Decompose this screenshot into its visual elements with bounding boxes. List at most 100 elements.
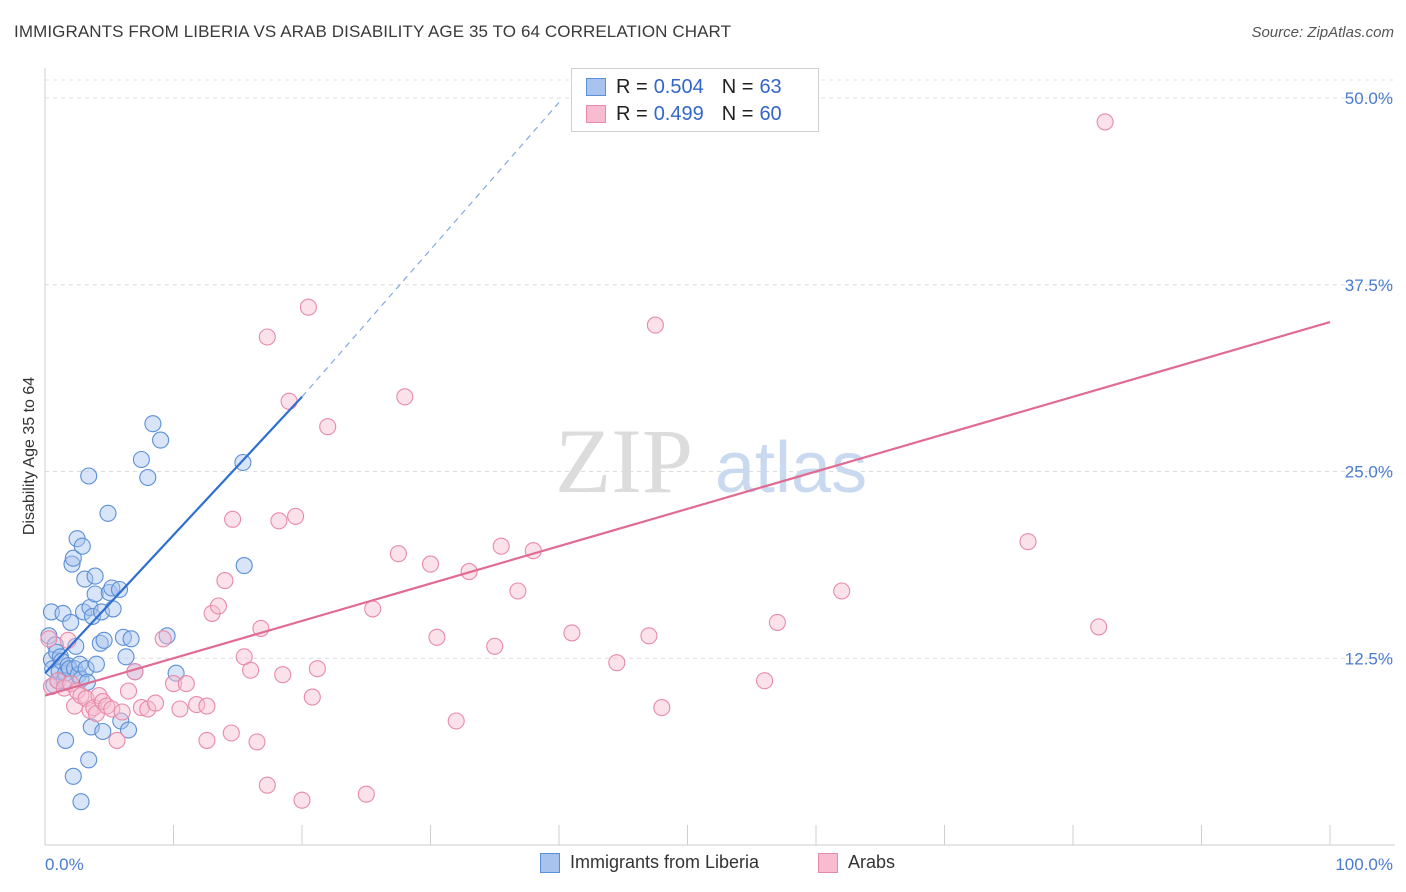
trend-lines — [44, 102, 1331, 697]
point-arabs — [270, 512, 288, 530]
point-arabs — [357, 785, 375, 803]
point-arabs — [364, 600, 382, 618]
point-arabs — [563, 624, 581, 642]
point-arabs — [1096, 113, 1114, 131]
point-liberia — [80, 751, 98, 769]
r-value: 0.504 — [653, 75, 704, 98]
legend-row-liberia: R = 0.504 N = 63 — [586, 75, 782, 99]
point-arabs — [486, 637, 504, 655]
point-arabs — [103, 700, 121, 718]
point-arabs — [258, 776, 276, 794]
point-liberia — [167, 664, 185, 682]
point-liberia — [144, 415, 162, 433]
point-arabs — [640, 627, 658, 645]
point-arabs — [113, 703, 131, 721]
trend-line-liberia — [44, 396, 303, 674]
point-arabs — [833, 582, 851, 600]
x-tick-label-start: 0.0% — [45, 855, 84, 874]
r-label: R = — [616, 102, 648, 125]
n-value: 63 — [759, 75, 782, 98]
series-legend: Immigrants from Liberia Arabs — [0, 852, 1406, 878]
y-tick-label: 25.0% — [1345, 463, 1393, 482]
trend-line-liberia-extension — [301, 102, 560, 398]
point-arabs — [164, 675, 183, 693]
point-arabs — [768, 613, 786, 631]
point-arabs — [242, 661, 260, 679]
point-liberia — [72, 793, 90, 811]
point-arabs — [209, 597, 228, 615]
point-liberia — [60, 660, 78, 678]
point-arabs — [216, 572, 234, 590]
legend-label-arabs: Arabs — [848, 852, 896, 872]
watermark: ZIP atlas — [555, 410, 867, 512]
point-arabs — [274, 666, 292, 684]
point-arabs — [258, 328, 276, 346]
y-tick-label: 50.0% — [1345, 89, 1393, 108]
point-liberia — [62, 613, 80, 631]
point-arabs — [509, 582, 527, 600]
point-liberia — [64, 767, 82, 785]
point-liberia — [104, 600, 122, 618]
point-arabs — [248, 733, 266, 751]
legend-swatch-arabs — [586, 105, 606, 123]
point-arabs — [293, 791, 311, 809]
point-arabs — [389, 545, 407, 563]
point-liberia — [76, 570, 94, 588]
n-label: N = — [721, 102, 754, 125]
point-arabs — [154, 630, 172, 648]
tick-labels: 12.5% 25.0% 37.5% 50.0% 0.0% 100.0% — [45, 89, 1393, 874]
point-arabs — [224, 510, 242, 528]
point-arabs — [319, 418, 337, 436]
point-arabs — [428, 628, 446, 646]
point-arabs — [756, 672, 774, 690]
point-arabs — [40, 630, 58, 648]
point-arabs — [98, 697, 116, 715]
point-liberia — [94, 722, 112, 741]
point-arabs — [287, 507, 305, 525]
point-arabs — [1090, 618, 1108, 636]
point-arabs — [171, 700, 189, 718]
watermark-atlas: atlas — [715, 428, 867, 508]
y-tick-label: 37.5% — [1345, 276, 1393, 295]
point-liberia — [235, 557, 253, 575]
point-liberia — [86, 567, 104, 585]
point-arabs — [72, 687, 90, 705]
y-axis-label: Disability Age 35 to 64 — [21, 377, 38, 535]
legend-label-liberia: Immigrants from Liberia — [570, 852, 760, 872]
point-liberia — [73, 537, 91, 555]
point-liberia — [95, 631, 113, 649]
legend-item-liberia[interactable]: Immigrants from Liberia — [540, 852, 759, 873]
point-liberia — [80, 467, 98, 485]
source-label: Source: ZipAtlas.com — [1251, 24, 1394, 41]
point-liberia — [87, 655, 105, 673]
point-liberia — [57, 731, 75, 749]
chart-title: IMMIGRANTS FROM LIBERIA VS ARAB DISABILI… — [14, 22, 732, 41]
point-arabs — [492, 537, 510, 555]
point-arabs — [303, 688, 321, 706]
point-liberia — [122, 630, 140, 648]
point-arabs — [608, 654, 626, 672]
point-arabs — [146, 694, 165, 712]
legend-swatch-liberia — [586, 78, 606, 96]
trend-line-arabs — [44, 321, 1331, 697]
point-arabs — [646, 316, 664, 334]
point-liberia — [117, 648, 135, 666]
watermark-zip: ZIP — [555, 410, 693, 512]
point-arabs — [299, 298, 317, 316]
point-arabs — [280, 392, 298, 410]
point-arabs — [119, 682, 138, 700]
n-value: 60 — [759, 102, 782, 125]
legend-row-arabs: R = 0.499 N = 60 — [586, 102, 782, 126]
point-arabs — [447, 712, 465, 730]
point-arabs — [198, 731, 216, 749]
legend-item-arabs[interactable]: Arabs — [818, 852, 895, 873]
point-arabs — [308, 660, 326, 678]
r-label: R = — [616, 75, 648, 98]
point-arabs — [396, 388, 414, 406]
point-liberia — [99, 504, 117, 522]
r-value: 0.499 — [653, 102, 704, 125]
point-arabs — [1019, 533, 1037, 551]
data-points — [40, 113, 1114, 811]
point-liberia — [63, 555, 81, 573]
